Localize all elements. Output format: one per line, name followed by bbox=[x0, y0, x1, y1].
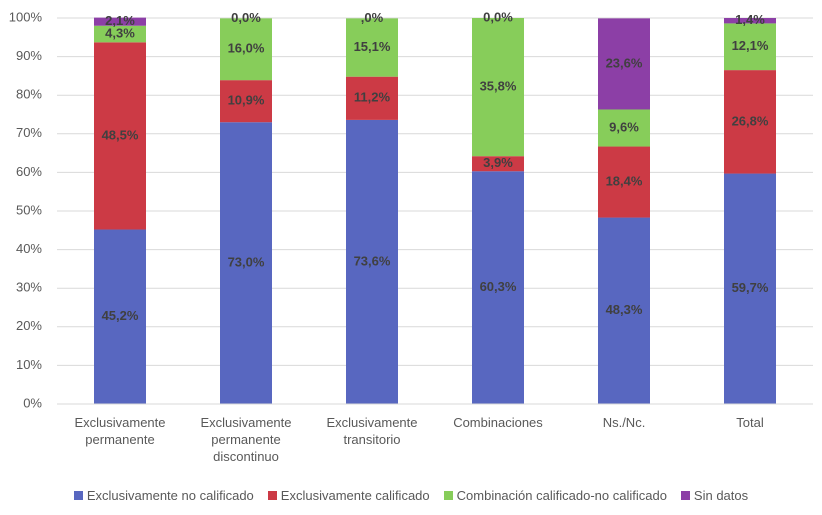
data-label: 1,4% bbox=[735, 12, 765, 27]
legend: Exclusivamente no calificado Exclusivamen… bbox=[0, 488, 822, 503]
bar-segment bbox=[346, 119, 398, 405]
y-tick-label: 90% bbox=[16, 48, 42, 63]
data-label: 16,0% bbox=[228, 41, 265, 56]
data-label: 9,6% bbox=[609, 119, 639, 134]
y-tick-label: 60% bbox=[16, 164, 42, 179]
bar-segment bbox=[220, 18, 272, 81]
bar-segment bbox=[472, 171, 524, 404]
bar-segment bbox=[598, 109, 650, 147]
data-label: 60,3% bbox=[480, 279, 517, 294]
data-label: 59,7% bbox=[732, 280, 769, 295]
data-label: 2,1% bbox=[105, 13, 135, 28]
data-label: 0,0% bbox=[483, 9, 513, 24]
legend-label: Combinación calificado-no calificado bbox=[456, 488, 667, 503]
bar-segment bbox=[598, 18, 650, 110]
legend-swatch bbox=[73, 491, 83, 500]
bar-segment bbox=[724, 173, 776, 404]
bar-segment bbox=[472, 156, 524, 172]
legend-item: Exclusivamente no calificado bbox=[73, 488, 254, 503]
bar-segment bbox=[724, 70, 776, 174]
data-label: 0,0% bbox=[231, 10, 261, 25]
y-tick-label: 100% bbox=[9, 9, 43, 24]
y-tick-label: 50% bbox=[16, 202, 42, 217]
data-label: 73,6% bbox=[354, 253, 391, 268]
data-label: 4,3% bbox=[105, 25, 135, 40]
bar-segment bbox=[94, 42, 146, 230]
data-label: 45,2% bbox=[102, 308, 139, 323]
bar-segment bbox=[94, 17, 146, 26]
bar-segment bbox=[220, 80, 272, 123]
data-label: 12,1% bbox=[732, 38, 769, 53]
legend-item: Exclusivamente calificado bbox=[267, 488, 430, 503]
data-label: 10,9% bbox=[228, 93, 265, 108]
y-tick-label: 20% bbox=[16, 318, 42, 333]
data-label: 15,1% bbox=[354, 39, 391, 54]
x-tick-label: Ns./Nc. bbox=[602, 415, 646, 430]
data-label: 48,5% bbox=[102, 127, 139, 142]
data-label: 35,8% bbox=[480, 79, 517, 94]
x-tick-label: Total bbox=[736, 415, 764, 430]
bar-segment bbox=[724, 18, 776, 24]
legend-swatch bbox=[680, 491, 690, 500]
x-tick-label: Exclusivamente permanente bbox=[74, 415, 166, 447]
y-tick-label: 30% bbox=[16, 280, 42, 295]
data-label: 23,6% bbox=[606, 55, 643, 70]
data-label: 26,8% bbox=[732, 113, 769, 128]
bar-segment bbox=[220, 122, 272, 404]
x-tick-label: Exclusivamente permanente discontinuo bbox=[200, 415, 292, 464]
bar-segment bbox=[724, 23, 776, 71]
data-label: 48,3% bbox=[606, 302, 643, 317]
y-tick-label: 10% bbox=[16, 357, 42, 372]
data-label: 11,2% bbox=[354, 90, 391, 105]
data-label: 73,0% bbox=[228, 255, 265, 270]
legend-item: Sin datos bbox=[680, 488, 749, 503]
bar-segment bbox=[346, 76, 398, 120]
data-label: 3,9% bbox=[483, 155, 513, 170]
bar-segment bbox=[94, 25, 146, 43]
y-tick-label: 70% bbox=[16, 125, 42, 140]
y-tick-label: 0% bbox=[23, 395, 42, 410]
bar-segment bbox=[346, 18, 398, 77]
bar-segment bbox=[598, 146, 650, 218]
legend-label: Sin datos bbox=[693, 488, 749, 503]
bar-segment bbox=[472, 18, 524, 157]
x-tick-label: Combinaciones bbox=[453, 415, 543, 430]
y-tick-label: 40% bbox=[16, 241, 42, 256]
x-tick-label: Exclusivamente transitorio bbox=[326, 415, 418, 447]
y-tick-label: 80% bbox=[16, 87, 42, 102]
legend-item: Combinación calificado-no calificado bbox=[443, 488, 667, 503]
legend-label: Exclusivamente no calificado bbox=[86, 488, 254, 503]
legend-label: Exclusivamente calificado bbox=[280, 488, 430, 503]
data-label: ,0% bbox=[361, 10, 384, 25]
bar-segment bbox=[94, 229, 146, 404]
legend-swatch bbox=[443, 491, 453, 500]
legend-swatch bbox=[267, 491, 277, 500]
bar-segment bbox=[598, 217, 650, 404]
data-label: 18,4% bbox=[606, 173, 643, 188]
